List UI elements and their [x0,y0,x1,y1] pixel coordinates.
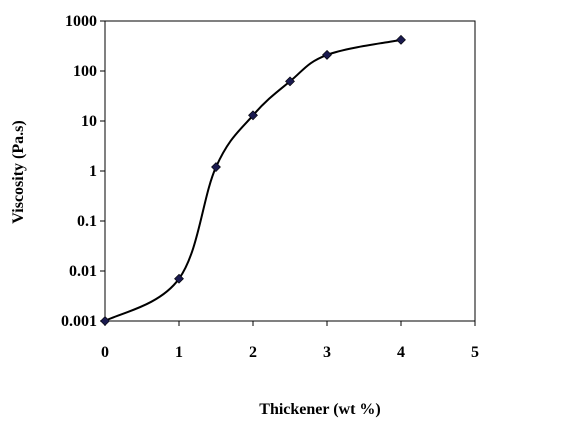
x-axis-ticks: 0 1 2 3 4 5 [101,321,479,361]
data-point-marker [248,110,258,121]
y-tick-label: 0.001 [61,313,97,330]
y-tick-label: 100 [73,63,97,80]
x-tick-label: 4 [397,344,405,361]
plot-area [104,20,476,322]
data-point-marker [322,49,332,60]
x-tick-label: 2 [249,344,257,361]
x-tick-label: 3 [323,344,331,361]
y-axis-ticks: 0.001 0.01 0.1 1 10 100 1000 [61,13,105,330]
data-point-marker [211,162,221,172]
data-point-marker [174,273,184,284]
x-tick-label: 5 [471,344,479,361]
x-axis-title: Thickener (wt %) [259,401,380,418]
x-tick-label: 0 [101,344,109,361]
y-axis-title: Viscosity (Pa.s) [10,120,27,223]
y-tick-label: 0.01 [69,263,97,280]
data-point-marker [285,76,295,87]
y-tick-label: 1 [89,163,97,180]
data-point-marker [100,316,110,326]
series-markers [100,34,406,326]
y-tick-label: 10 [81,113,97,130]
x-tick-label: 1 [175,344,183,361]
y-tick-label: 0.1 [77,213,97,230]
data-point-marker [396,34,406,45]
y-tick-label: 1000 [65,13,97,30]
